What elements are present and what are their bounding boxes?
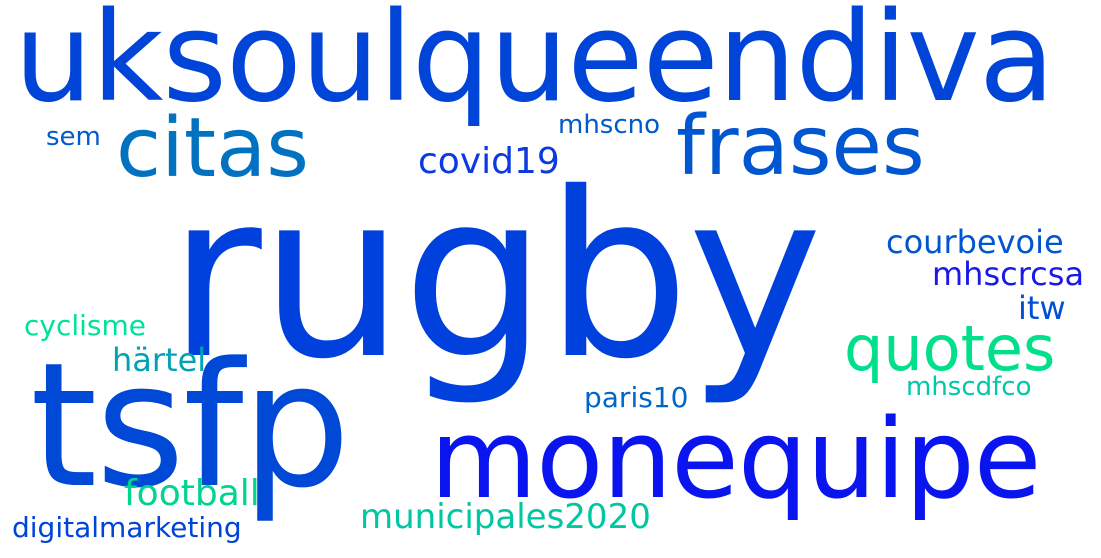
word-paris10: paris10	[584, 381, 689, 414]
word-frases: frases	[676, 99, 925, 194]
word-itw: itw	[1018, 289, 1066, 327]
word-sem: sem	[46, 122, 101, 152]
word-uksoulqueendiva: uksoulqueendiva	[14, 0, 1055, 130]
word-mhscdfco: mhscdfco	[906, 372, 1032, 402]
word-citas: citas	[116, 101, 309, 196]
word-hartel: härtel	[112, 341, 207, 379]
word-quotes: quotes	[844, 312, 1056, 385]
word-digitalmarketing: digitalmarketing	[12, 511, 242, 544]
word-courbevoie: courbevoie	[886, 223, 1064, 261]
word-rugby: rugby	[168, 143, 823, 409]
word-football: football	[124, 473, 260, 514]
word-mhscno: mhscno	[558, 110, 661, 140]
word-municipales2020: municipales2020	[360, 497, 651, 537]
word-monequipe: monequipe	[430, 395, 1041, 523]
word-cyclisme: cyclisme	[24, 309, 147, 342]
word-tsfp: tsfp	[30, 325, 351, 526]
word-mhscrcsa: mhscrcsa	[932, 255, 1085, 293]
word-covid19: covid19	[418, 141, 560, 182]
